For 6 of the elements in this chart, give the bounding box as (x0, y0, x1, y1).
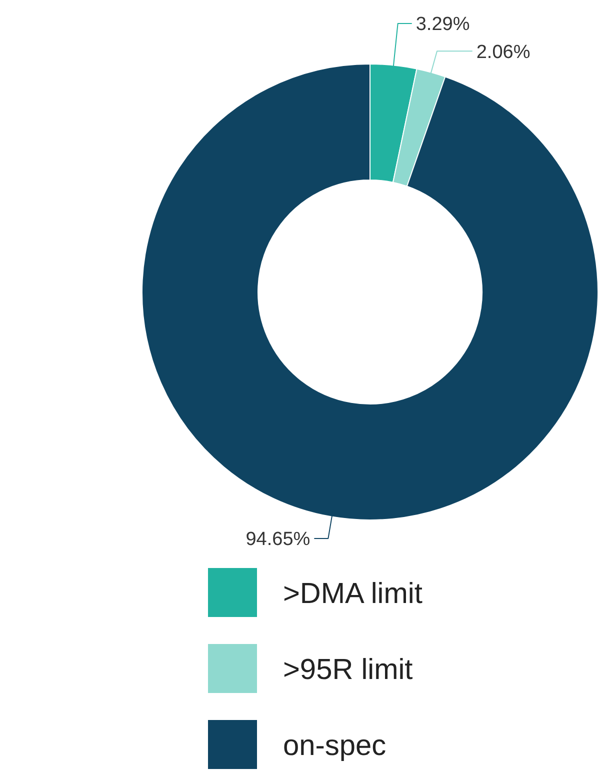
legend-label: >DMA limit (283, 578, 422, 610)
legend-label: >95R limit (283, 654, 413, 686)
data-label: 94.65% (246, 529, 310, 550)
data-label: 3.29% (416, 14, 470, 36)
legend-label: on-spec (283, 730, 386, 762)
data-label: 2.06% (476, 42, 530, 63)
